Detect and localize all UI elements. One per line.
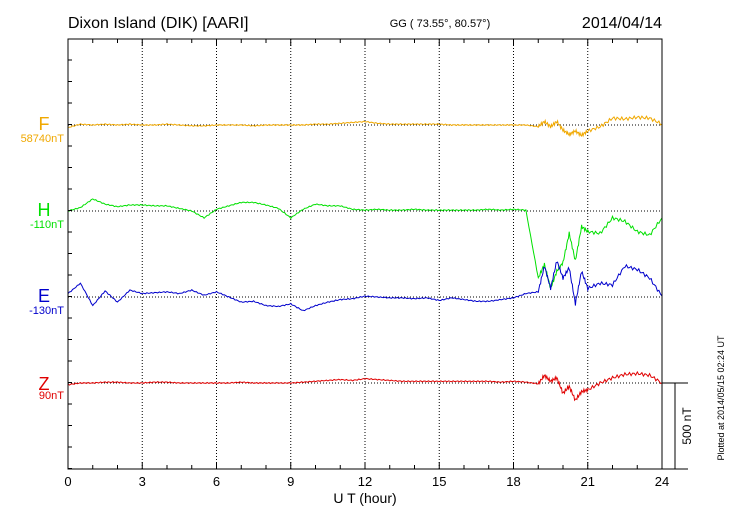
series-line-E [67,261,663,312]
x-tick-label-15: 15 [432,474,446,489]
series-baseline-label-E: -130nT [29,305,64,317]
series-line-F [68,114,663,138]
x-tick-label-24: 24 [655,474,669,489]
series-name-Z: Z [39,374,50,394]
x-tick-label-0: 0 [64,474,71,489]
plotted-timestamp: Plotted at 2014/05/15 02:24 UT [716,335,726,461]
series-name-F: F [39,114,50,134]
series-name-E: E [38,286,50,306]
coordinates-label: GG ( 73.55°, 80.57°) [390,18,491,30]
x-axis-label: U T (hour) [333,490,396,506]
x-axis-ticks: 0 3 6 9 12 15 18 21 24 [64,39,669,489]
series-baseline-label-H: -110nT [30,219,64,231]
series-baseline-label-Z: 90nT [39,390,64,402]
x-tick-label-3: 3 [139,474,146,489]
x-tick-label-21: 21 [581,474,595,489]
series-line-Z [67,370,663,402]
date-label: 2014/04/14 [582,15,662,32]
scale-bar-label: 500 nT [680,407,694,445]
series-baseline-label-F: 58740nT [21,133,65,145]
x-tick-label-12: 12 [358,474,372,489]
station-title: Dixon Island (DIK) [AARI] [68,15,249,32]
x-tick-label-6: 6 [213,474,220,489]
x-tick-label-9: 9 [287,474,294,489]
series-group [67,114,663,402]
scale-bar: 500 nT [662,382,694,470]
x-tick-label-18: 18 [506,474,520,489]
series-name-H: H [38,200,51,220]
series-line-H [67,198,663,288]
